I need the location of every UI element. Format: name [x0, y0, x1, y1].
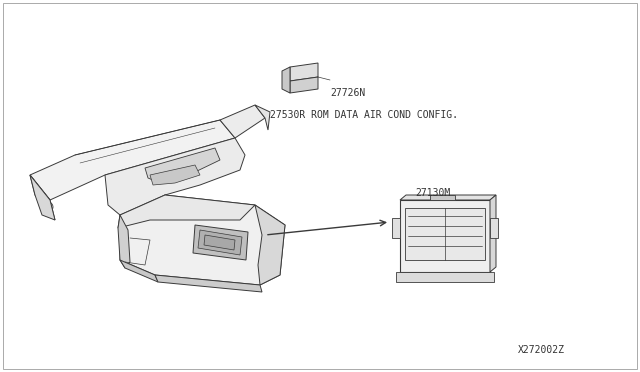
Polygon shape: [490, 195, 496, 272]
Polygon shape: [204, 235, 235, 250]
Polygon shape: [400, 195, 496, 200]
Polygon shape: [30, 175, 55, 220]
Circle shape: [58, 182, 65, 189]
Polygon shape: [150, 165, 200, 185]
Polygon shape: [118, 215, 130, 268]
Polygon shape: [300, 70, 304, 73]
Polygon shape: [294, 70, 298, 73]
Text: 27530R ROM DATA AIR COND CONFIG.: 27530R ROM DATA AIR COND CONFIG.: [270, 110, 458, 120]
Polygon shape: [306, 65, 310, 69]
Polygon shape: [118, 195, 255, 228]
Polygon shape: [193, 225, 248, 260]
Polygon shape: [392, 218, 400, 238]
Polygon shape: [312, 65, 316, 68]
Polygon shape: [430, 195, 455, 200]
Polygon shape: [282, 67, 290, 93]
Text: 27726N: 27726N: [330, 88, 365, 98]
Polygon shape: [290, 63, 318, 81]
Polygon shape: [255, 105, 270, 130]
Text: 27130M: 27130M: [415, 188, 451, 198]
Polygon shape: [105, 138, 245, 215]
Polygon shape: [30, 175, 55, 220]
Polygon shape: [312, 68, 316, 71]
Polygon shape: [312, 71, 316, 74]
Polygon shape: [306, 68, 310, 72]
Polygon shape: [300, 66, 304, 70]
Polygon shape: [294, 67, 298, 70]
Polygon shape: [300, 73, 304, 76]
Polygon shape: [155, 275, 262, 292]
Polygon shape: [220, 105, 265, 138]
Text: X272002Z: X272002Z: [518, 345, 565, 355]
Polygon shape: [490, 218, 498, 238]
Polygon shape: [306, 71, 310, 75]
Polygon shape: [198, 230, 242, 255]
Polygon shape: [405, 208, 485, 260]
Polygon shape: [120, 260, 158, 282]
Polygon shape: [400, 200, 490, 272]
Polygon shape: [294, 73, 298, 76]
Polygon shape: [255, 205, 285, 285]
Polygon shape: [290, 77, 318, 93]
Polygon shape: [396, 272, 494, 282]
Polygon shape: [120, 195, 285, 285]
Polygon shape: [30, 120, 235, 200]
Polygon shape: [145, 148, 220, 183]
